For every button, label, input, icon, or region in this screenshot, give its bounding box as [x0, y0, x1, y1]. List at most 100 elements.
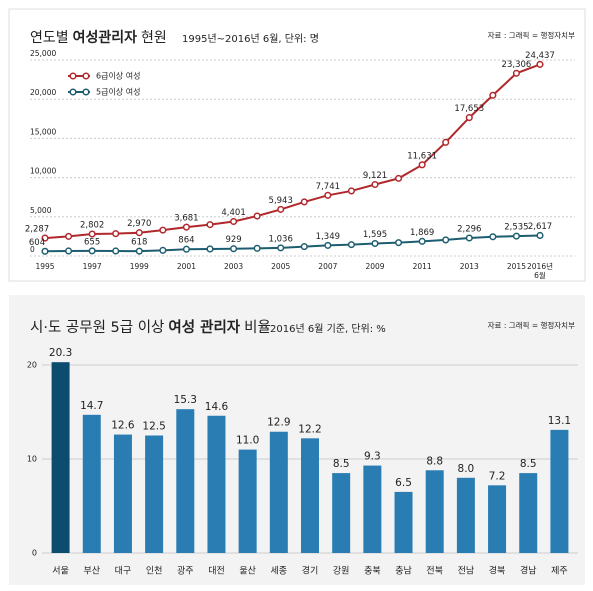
value-label: 9.3: [364, 451, 381, 463]
title-part: 비율: [244, 319, 271, 336]
y-tick-label: 10: [27, 455, 37, 464]
value-label: 8.5: [520, 458, 537, 470]
point: [418, 237, 426, 245]
x-tick-label: 광주: [177, 565, 194, 577]
value-label: 12.5: [142, 421, 165, 433]
x-tick-label: 강원: [333, 566, 350, 577]
chart-source: 자료 : 그래픽 = 행정자치부: [488, 320, 575, 330]
point: [347, 187, 355, 195]
bar: [301, 438, 319, 553]
bar: [238, 449, 257, 553]
value-label: 2,802: [80, 221, 104, 231]
x-tick-label: 대전: [208, 566, 225, 577]
value-label: 3,681: [174, 214, 198, 224]
bar: [456, 477, 475, 553]
x-tick-label-line: 6월: [534, 270, 546, 280]
value-label: 9,121: [363, 171, 387, 181]
legend-marker: [69, 72, 77, 80]
point: [277, 205, 285, 213]
x-tick-label: 경기: [302, 565, 319, 577]
value-label: 2,287: [25, 225, 49, 235]
bar: [519, 473, 538, 553]
x-tick-label: 2016년 6월: [527, 261, 553, 280]
value-label: 2,617: [528, 222, 552, 232]
value-label: 1,595: [363, 230, 387, 240]
point: [112, 230, 120, 238]
x-tick-label: 경북: [489, 565, 506, 577]
point: [371, 180, 379, 189]
value-label: 5,943: [269, 196, 293, 206]
x-tick-label: 서울: [52, 566, 69, 577]
point: [489, 91, 497, 99]
bar: [145, 435, 164, 553]
value-label: 864: [178, 236, 194, 246]
point: [489, 233, 497, 241]
value-label: 4,401: [221, 208, 245, 218]
point: [324, 241, 332, 249]
point: [88, 230, 96, 238]
value-label: 1,349: [316, 232, 340, 242]
x-tick-label: 울산: [239, 566, 256, 577]
legend-marker: [69, 88, 77, 96]
x-tick-label: 2011: [413, 262, 432, 271]
title-part: 현원: [141, 30, 167, 46]
point: [230, 217, 238, 226]
x-tick-label: 1995: [35, 262, 54, 271]
value-label: 604: [29, 238, 45, 248]
point: [159, 226, 167, 234]
point: [112, 247, 120, 255]
value-label: 655: [84, 237, 100, 247]
y-tick-label: 0: [30, 245, 35, 254]
point: [253, 212, 261, 220]
point: [442, 138, 450, 146]
value-label: 24,437: [525, 51, 555, 61]
y-tick-label: 0: [32, 549, 37, 558]
legend-label: 6급이상 여성: [96, 71, 140, 81]
point: [182, 245, 190, 253]
y-tick-label: 20,000: [30, 88, 56, 97]
value-label: 8.5: [333, 458, 350, 470]
chart-source: 자료 : 그래픽 = 행정자치부: [488, 30, 575, 40]
x-tick-label: 충북: [364, 566, 381, 577]
y-tick-label: 15,000: [30, 127, 56, 136]
bar: [207, 415, 226, 553]
x-tick-label: 2015: [507, 262, 526, 271]
x-tick-label: 대구: [115, 566, 132, 577]
bar: [550, 429, 569, 553]
legend-label: 5급이상 여성: [96, 87, 140, 97]
chart-title: 시·도 공무원 5급 이상 여성 관리자 비율: [30, 318, 271, 336]
value-label: 618: [131, 238, 147, 248]
value-label: 23,306: [502, 60, 532, 70]
legend-marker: [82, 88, 90, 96]
x-tick-label: 2003: [224, 262, 243, 271]
bar: [176, 409, 195, 553]
bar: [488, 485, 507, 553]
x-tick-label: 인천: [146, 566, 163, 577]
y-tick-label: 10,000: [30, 167, 56, 176]
value-label: 2,535: [504, 223, 528, 233]
value-label: 1,869: [410, 228, 434, 238]
x-tick-label: 세종: [271, 566, 288, 577]
bar: [363, 465, 382, 553]
title-part: 여성관리자: [73, 29, 138, 46]
value-label: 17,653: [454, 104, 484, 114]
x-tick-label-line: 2016년: [527, 261, 553, 271]
y-tick-label: 5,000: [30, 206, 52, 215]
point: [206, 221, 214, 229]
bar: [113, 434, 132, 553]
point: [371, 239, 379, 248]
point: [65, 247, 73, 255]
bar: [425, 470, 444, 553]
x-tick-label: 전남: [458, 566, 475, 577]
chart-subtitle: 2016년 6월 기준, 단위: %: [270, 322, 386, 335]
value-label: 12.6: [111, 420, 135, 432]
bar: [82, 414, 101, 553]
point: [418, 161, 426, 169]
point: [347, 241, 355, 249]
chart-title: 연도별 여성관리자 현원: [30, 29, 167, 46]
point: [135, 229, 143, 237]
bar: [394, 491, 413, 553]
bar: [332, 473, 351, 553]
value-label: 6.5: [395, 477, 412, 489]
